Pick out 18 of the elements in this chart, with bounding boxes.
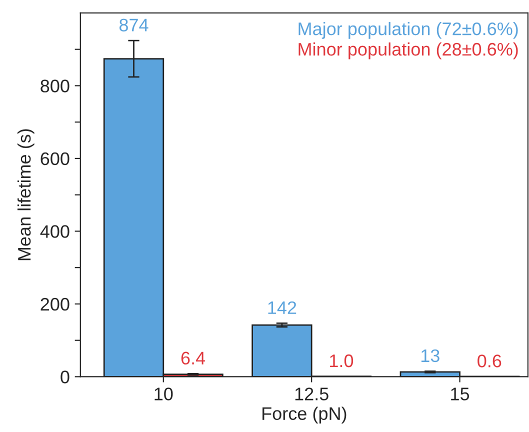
y-tick-label: 0 [60,370,70,384]
data-label: 874 [119,18,148,32]
x-tick-label: 10 [154,388,173,400]
data-label: 13 [421,349,440,362]
y-tick-label: 200 [40,298,70,311]
y-axis-title: Mean lifetime (s) [17,129,34,260]
x-tick-label: 12.5 [295,388,328,400]
x-axis-title: Force (pN) [262,406,346,424]
data-label: 0.6 [478,354,502,368]
data-label: 142 [268,301,296,314]
text: Minor population (28±0.6%) [298,42,518,60]
data-label: 6.4 [181,352,206,365]
text: Major population (72±0.6%) [298,22,518,39]
y-tick-label: 400 [40,225,70,238]
x-tick-label: 15 [451,388,470,400]
y-tick-label: 600 [40,152,70,166]
data-label: 1.0 [330,354,354,368]
y-tick-label: 800 [40,80,70,92]
